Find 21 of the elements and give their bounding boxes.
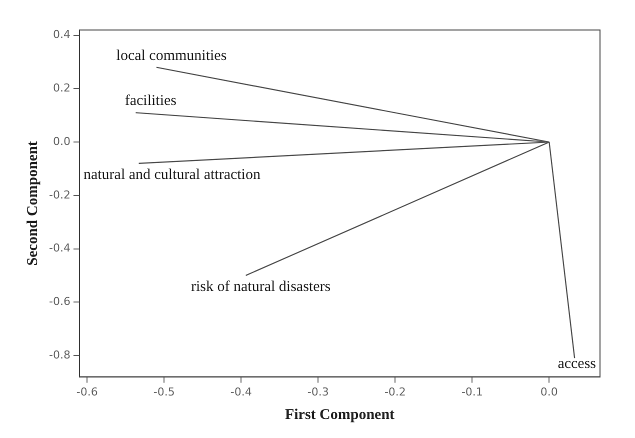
y-tick-label: 0.4 <box>52 28 70 42</box>
series-label: access <box>558 356 596 372</box>
x-tick-label: -0.2 <box>384 385 406 398</box>
x-tick-label: -0.4 <box>230 385 252 398</box>
y-tick-label: 0.2 <box>52 82 70 95</box>
series-label: facilities <box>124 93 177 110</box>
series-label: risk of natural disasters <box>191 278 331 295</box>
x-tick-label: -0.6 <box>76 385 98 398</box>
x-tick-label: -0.5 <box>153 385 175 398</box>
y-tick-label: 0.0 <box>52 134 70 148</box>
y-tick-label: -0.8 <box>48 348 70 362</box>
y-axis-title: Second Component <box>24 141 41 266</box>
x-axis-title: First Component <box>284 406 395 423</box>
y-tick-label: -0.6 <box>48 294 70 308</box>
x-tick-label: -0.3 <box>307 385 329 398</box>
y-tick-label: -0.4 <box>48 242 70 255</box>
y-tick-label: -0.2 <box>48 188 70 202</box>
series-label: natural and cultural attraction <box>83 166 261 183</box>
series-label: local communities <box>116 48 227 64</box>
x-tick-label: 0.0 <box>540 385 558 398</box>
x-tick-label: -0.1 <box>461 385 483 398</box>
